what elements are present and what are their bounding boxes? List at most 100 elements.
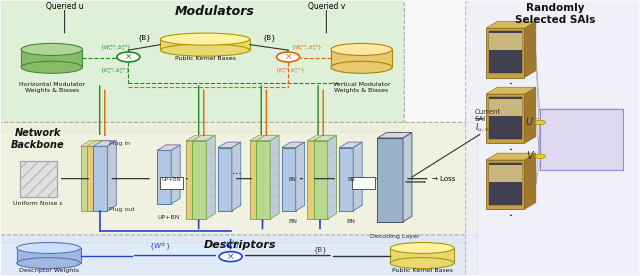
Polygon shape bbox=[296, 142, 305, 211]
Polygon shape bbox=[232, 142, 241, 211]
Text: V: V bbox=[526, 151, 532, 161]
Bar bbox=[20, 161, 57, 197]
Circle shape bbox=[535, 120, 545, 125]
Text: U: U bbox=[525, 118, 532, 128]
Polygon shape bbox=[87, 141, 110, 146]
Polygon shape bbox=[486, 153, 536, 160]
Circle shape bbox=[276, 52, 300, 62]
Bar bbox=[488, 163, 522, 205]
Bar bbox=[218, 148, 232, 211]
Polygon shape bbox=[108, 141, 116, 211]
Text: Public Kernel Bases: Public Kernel Bases bbox=[392, 268, 452, 273]
Text: Network
Backbone: Network Backbone bbox=[11, 128, 65, 150]
Bar bbox=[486, 160, 524, 209]
Text: Queried u: Queried u bbox=[45, 2, 83, 11]
Polygon shape bbox=[486, 87, 536, 94]
Text: ···: ··· bbox=[232, 169, 243, 179]
Text: $I_{u,v}$: $I_{u,v}$ bbox=[474, 121, 490, 134]
Polygon shape bbox=[524, 153, 536, 209]
Bar bbox=[20, 161, 57, 197]
Bar bbox=[21, 49, 83, 67]
Ellipse shape bbox=[161, 44, 250, 56]
Text: Descriptors: Descriptors bbox=[204, 240, 276, 250]
Ellipse shape bbox=[331, 61, 392, 73]
Circle shape bbox=[535, 154, 545, 158]
Bar bbox=[93, 146, 108, 211]
Polygon shape bbox=[186, 135, 209, 141]
Text: BN: BN bbox=[289, 219, 298, 224]
FancyBboxPatch shape bbox=[0, 122, 477, 243]
FancyBboxPatch shape bbox=[0, 0, 404, 132]
Text: {B}: {B} bbox=[313, 246, 327, 253]
Text: Plug in: Plug in bbox=[109, 141, 131, 146]
Text: Modulators: Modulators bbox=[175, 5, 255, 18]
Text: UP+BN: UP+BN bbox=[162, 177, 182, 182]
Polygon shape bbox=[206, 135, 215, 219]
Text: ×: × bbox=[125, 52, 132, 62]
Bar bbox=[161, 39, 250, 50]
Ellipse shape bbox=[17, 258, 81, 269]
Text: $\{K_u^{m_s}, b_u^{m_s}\}$: $\{K_u^{m_s}, b_u^{m_s}\}$ bbox=[100, 67, 129, 76]
Bar bbox=[314, 141, 328, 219]
Bar bbox=[331, 49, 392, 67]
Bar bbox=[282, 148, 296, 211]
Ellipse shape bbox=[21, 43, 83, 55]
Polygon shape bbox=[192, 135, 215, 141]
Bar bbox=[87, 146, 101, 211]
Text: ×: × bbox=[227, 252, 234, 261]
Bar bbox=[186, 141, 200, 219]
Bar bbox=[250, 141, 264, 219]
Circle shape bbox=[117, 52, 140, 62]
Polygon shape bbox=[353, 142, 362, 211]
Text: BN: BN bbox=[288, 177, 296, 182]
Bar bbox=[488, 99, 522, 116]
Polygon shape bbox=[93, 141, 116, 146]
Ellipse shape bbox=[161, 33, 250, 45]
Bar bbox=[352, 177, 375, 189]
Bar bbox=[307, 141, 321, 219]
Text: Queried v: Queried v bbox=[308, 2, 345, 11]
Bar bbox=[17, 248, 81, 263]
Bar bbox=[161, 177, 183, 189]
Text: Decoding Layer: Decoding Layer bbox=[370, 234, 419, 239]
Ellipse shape bbox=[21, 61, 83, 73]
FancyBboxPatch shape bbox=[0, 235, 477, 276]
Bar bbox=[540, 109, 623, 169]
Polygon shape bbox=[307, 135, 330, 141]
Text: Uniform Noise ε: Uniform Noise ε bbox=[13, 201, 63, 206]
Ellipse shape bbox=[390, 258, 454, 269]
Polygon shape bbox=[378, 132, 412, 138]
Text: → Loss: → Loss bbox=[432, 176, 455, 182]
Polygon shape bbox=[256, 135, 279, 141]
Ellipse shape bbox=[390, 243, 454, 253]
Text: Current
SAI: Current SAI bbox=[474, 109, 500, 122]
Bar bbox=[81, 146, 95, 211]
Bar bbox=[486, 28, 524, 78]
Polygon shape bbox=[524, 21, 536, 78]
Bar bbox=[157, 150, 172, 204]
Bar bbox=[378, 138, 403, 222]
Polygon shape bbox=[282, 142, 305, 148]
Polygon shape bbox=[403, 132, 412, 222]
Text: $\{W_v^{m_s}, b_v^{m_s}\}$: $\{W_v^{m_s}, b_v^{m_s}\}$ bbox=[291, 43, 323, 53]
Circle shape bbox=[219, 252, 242, 262]
Text: {B}: {B} bbox=[138, 34, 151, 41]
Bar bbox=[488, 97, 522, 139]
Text: Descriptor Weights: Descriptor Weights bbox=[19, 268, 79, 273]
Polygon shape bbox=[250, 135, 273, 141]
Text: $\{K^{d_i}\}$: $\{K^{d_i}\}$ bbox=[221, 238, 241, 251]
Text: ×: × bbox=[284, 52, 292, 62]
Text: UP+BN: UP+BN bbox=[157, 215, 180, 220]
Bar bbox=[390, 248, 454, 263]
Text: BN: BN bbox=[348, 177, 355, 182]
Ellipse shape bbox=[17, 243, 81, 253]
Polygon shape bbox=[157, 145, 180, 150]
Bar bbox=[488, 33, 522, 51]
Polygon shape bbox=[524, 87, 536, 144]
Ellipse shape bbox=[331, 43, 392, 55]
Bar bbox=[256, 141, 270, 219]
Bar bbox=[486, 94, 524, 144]
Bar bbox=[192, 141, 206, 219]
Text: {B}: {B} bbox=[262, 34, 276, 41]
Polygon shape bbox=[314, 135, 337, 141]
